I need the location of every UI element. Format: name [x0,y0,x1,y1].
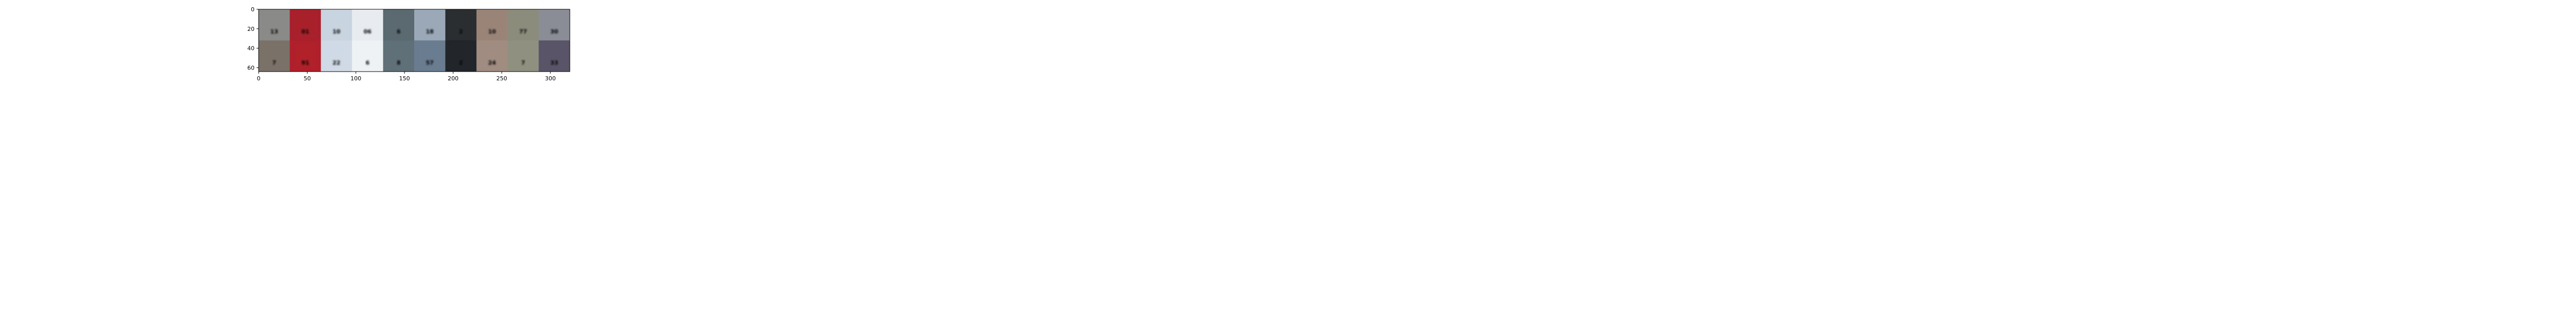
tile-digit-glyph: 33 [550,60,558,66]
image-tile: 2 [445,9,477,41]
tile-digit-glyph: 6 [397,28,401,35]
image-tile: 8 [383,40,415,72]
tile-digit-glyph: 22 [332,60,340,66]
tile-digit-glyph: 10 [488,28,496,35]
x-tick-label: 150 [399,75,410,82]
image-tile: 22 [320,40,352,72]
tile-digit-glyph: 57 [426,60,434,66]
image-tile: 01 [290,9,321,41]
image-tile: 57 [414,40,446,72]
tile-digit-glyph: 24 [488,60,496,66]
image-tile: 6 [383,9,415,41]
image-tile: 7 [507,40,539,72]
tile-digit-glyph: 7 [272,60,276,66]
image-tile: 10 [320,9,352,41]
image-tiles: 13 01 10 06 6 18 2 10 77 30 7 91 22 6 8 57 2 24 7 33 [259,9,570,72]
tile-digit-glyph: 18 [426,28,434,35]
axes-frame [258,9,570,72]
y-tick-label: 40 [247,45,255,52]
y-tick-label: 0 [251,6,255,13]
image-tile: 06 [352,9,384,41]
y-tick-label: 20 [247,26,255,32]
image-tile: 30 [538,9,570,41]
image-tile: 10 [476,9,508,41]
tile-digit-glyph: 10 [332,28,341,35]
image-tile: 24 [476,40,508,72]
figure-canvas: 13 01 10 06 6 18 2 10 77 30 7 91 22 6 8 57 2 24 7 33 0 50 100… [0,0,808,87]
tile-digit-glyph: 06 [364,28,372,35]
plot-svg: 13 01 10 06 6 18 2 10 77 30 7 91 22 6 8 57 2 24 7 33 0 50 100… [247,6,570,82]
image-tile: 2 [445,40,477,72]
x-tick-label: 50 [303,75,311,82]
image-tile: 18 [414,9,446,41]
x-axis-ticks: 0 50 100 150 200 250 300 [257,72,556,82]
tile-digit-glyph: 6 [366,60,370,66]
y-tick-label: 60 [247,64,255,71]
tile-digit-glyph: 13 [270,28,278,35]
image-tile: 91 [290,40,321,72]
x-tick-label: 300 [545,75,556,82]
image-tile: 13 [259,9,290,41]
tile-digit-glyph: 01 [301,28,309,35]
tile-digit-glyph: 2 [459,28,463,35]
tile-digit-glyph: 77 [519,28,527,35]
x-tick-label: 200 [448,75,459,82]
y-axis-ticks: 0 20 40 60 [247,6,259,71]
tile-digit-glyph: 8 [397,60,401,66]
x-tick-label: 250 [496,75,507,82]
tile-digit-glyph: 91 [301,60,309,66]
x-tick-label: 0 [257,75,261,82]
tile-digit-glyph: 30 [550,28,558,35]
image-tile: 33 [538,40,570,72]
image-tile: 77 [507,9,539,41]
tile-digit-glyph: 7 [521,60,526,66]
image-tile: 7 [259,40,290,72]
image-tile: 6 [352,40,384,72]
tile-digit-glyph: 2 [459,60,463,66]
x-tick-label: 100 [350,75,361,82]
